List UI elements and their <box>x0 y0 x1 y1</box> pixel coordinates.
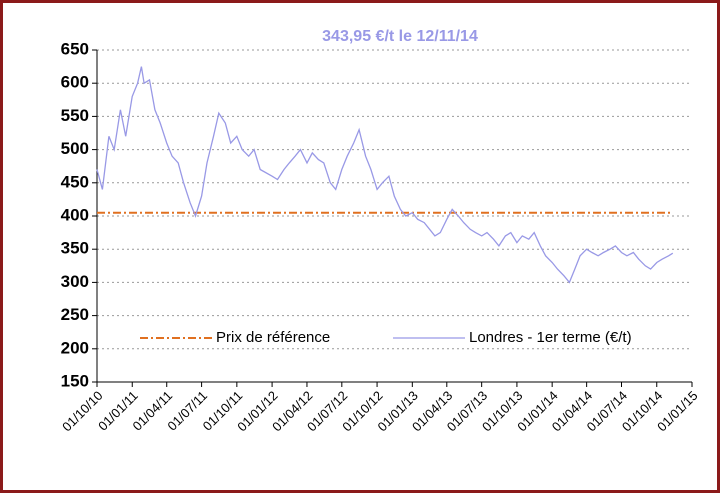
series-line <box>96 66 674 284</box>
y-tick-label: 250 <box>61 305 89 324</box>
y-tick-label: 300 <box>61 272 89 291</box>
y-tick-label: 600 <box>61 73 89 92</box>
legend-label: Prix de référence <box>216 329 330 346</box>
y-tick-label: 450 <box>61 172 89 191</box>
legend-label: Londres - 1er terme (€/t) <box>469 329 632 346</box>
y-tick-label: 500 <box>61 139 89 158</box>
y-tick-label: 550 <box>61 106 89 125</box>
chart-title: 343,95 €/t le 12/11/14 <box>322 28 478 45</box>
y-tick-label: 350 <box>61 239 89 258</box>
y-tick-label: 650 <box>61 39 89 58</box>
y-tick-label: 200 <box>61 338 89 357</box>
y-tick-label: 150 <box>61 371 89 390</box>
y-tick-label: 400 <box>61 205 89 224</box>
